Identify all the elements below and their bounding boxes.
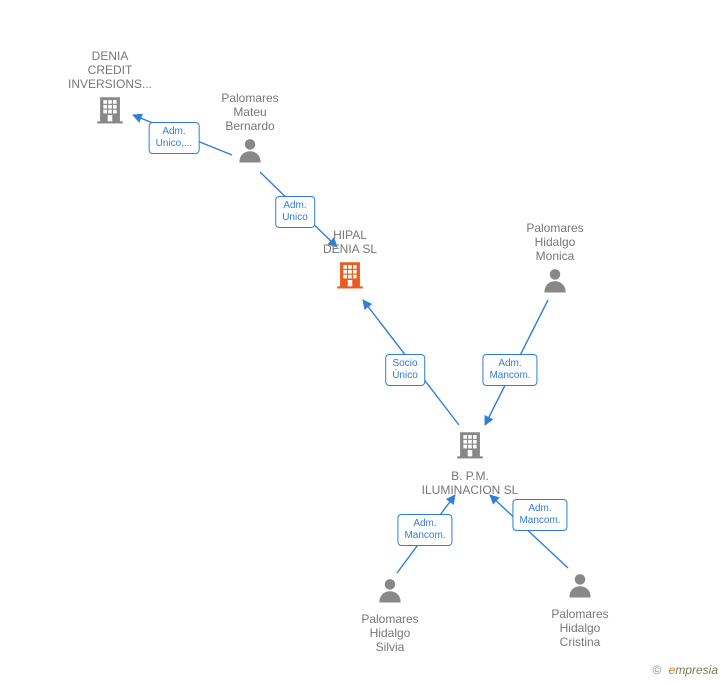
edge-label: Adm.Mancom. <box>482 354 537 386</box>
node-label: HIPALDENIA SL <box>290 228 410 256</box>
node-label: PalomaresHidalgoMonica <box>495 221 615 263</box>
node-label: DENIACREDITINVERSIONS... <box>50 49 170 91</box>
node-cristina[interactable]: PalomaresHidalgoCristina <box>520 570 640 649</box>
credit-rest: mpresia <box>675 663 718 677</box>
person-icon <box>565 570 595 600</box>
edge-label: Adm.Mancom. <box>397 514 452 546</box>
node-label: PalomaresMateuBernardo <box>190 91 310 133</box>
node-denia[interactable]: DENIACREDITINVERSIONS... <box>50 49 170 132</box>
node-hipal[interactable]: HIPALDENIA SL <box>290 228 410 297</box>
building-icon <box>333 258 367 292</box>
building-icon <box>453 428 487 462</box>
node-monica[interactable]: PalomaresHidalgoMonica <box>495 221 615 300</box>
edge-label: Adm.Mancom. <box>512 499 567 531</box>
person-icon <box>540 265 570 295</box>
edge-label: SocioÚnico <box>385 354 425 386</box>
node-silvia[interactable]: PalomaresHidalgoSilvia <box>330 575 450 654</box>
person-icon <box>235 135 265 165</box>
credit: © empresia <box>652 663 718 677</box>
edge-label: Adm.Unico <box>275 196 315 228</box>
node-label: PalomaresHidalgoCristina <box>520 607 640 649</box>
person-icon <box>375 575 405 605</box>
node-bernardo[interactable]: PalomaresMateuBernardo <box>190 91 310 170</box>
node-bpm[interactable]: B. P.M.ILUMINACION SL <box>410 428 530 497</box>
building-icon <box>93 93 127 127</box>
node-label: PalomaresHidalgoSilvia <box>330 612 450 654</box>
node-label: B. P.M.ILUMINACION SL <box>410 469 530 497</box>
copyright-symbol: © <box>652 663 661 677</box>
edge-label: Adm.Unico,... <box>149 122 200 154</box>
